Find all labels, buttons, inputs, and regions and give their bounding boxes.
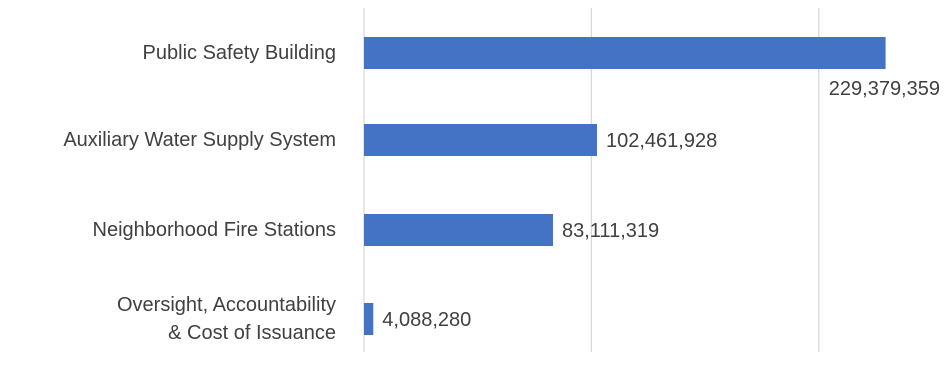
bar-0 bbox=[364, 37, 886, 69]
data-label-3: 4,088,280 bbox=[382, 309, 471, 331]
category-label-3-line-1: & Cost of Issuance bbox=[168, 322, 336, 344]
data-label-1: 102,461,928 bbox=[606, 130, 717, 152]
category-labels: Public Safety Building Auxiliary Water Su… bbox=[63, 42, 336, 344]
bar-2 bbox=[364, 214, 553, 246]
bars bbox=[364, 37, 886, 335]
category-label-2: Neighborhood Fire Stations bbox=[93, 219, 336, 241]
data-label-0: 229,379,359 bbox=[829, 78, 940, 100]
category-label-3-line-0: Oversight, Accountability bbox=[117, 294, 336, 316]
category-label-1: Auxiliary Water Supply System bbox=[63, 129, 336, 151]
data-labels: 229,379,359 102,461,928 83,111,319 4,088,28… bbox=[382, 78, 940, 331]
data-label-2: 83,111,319 bbox=[562, 220, 659, 242]
bar-3 bbox=[364, 303, 374, 335]
bar-1 bbox=[364, 124, 597, 156]
category-label-0: Public Safety Building bbox=[143, 42, 336, 64]
